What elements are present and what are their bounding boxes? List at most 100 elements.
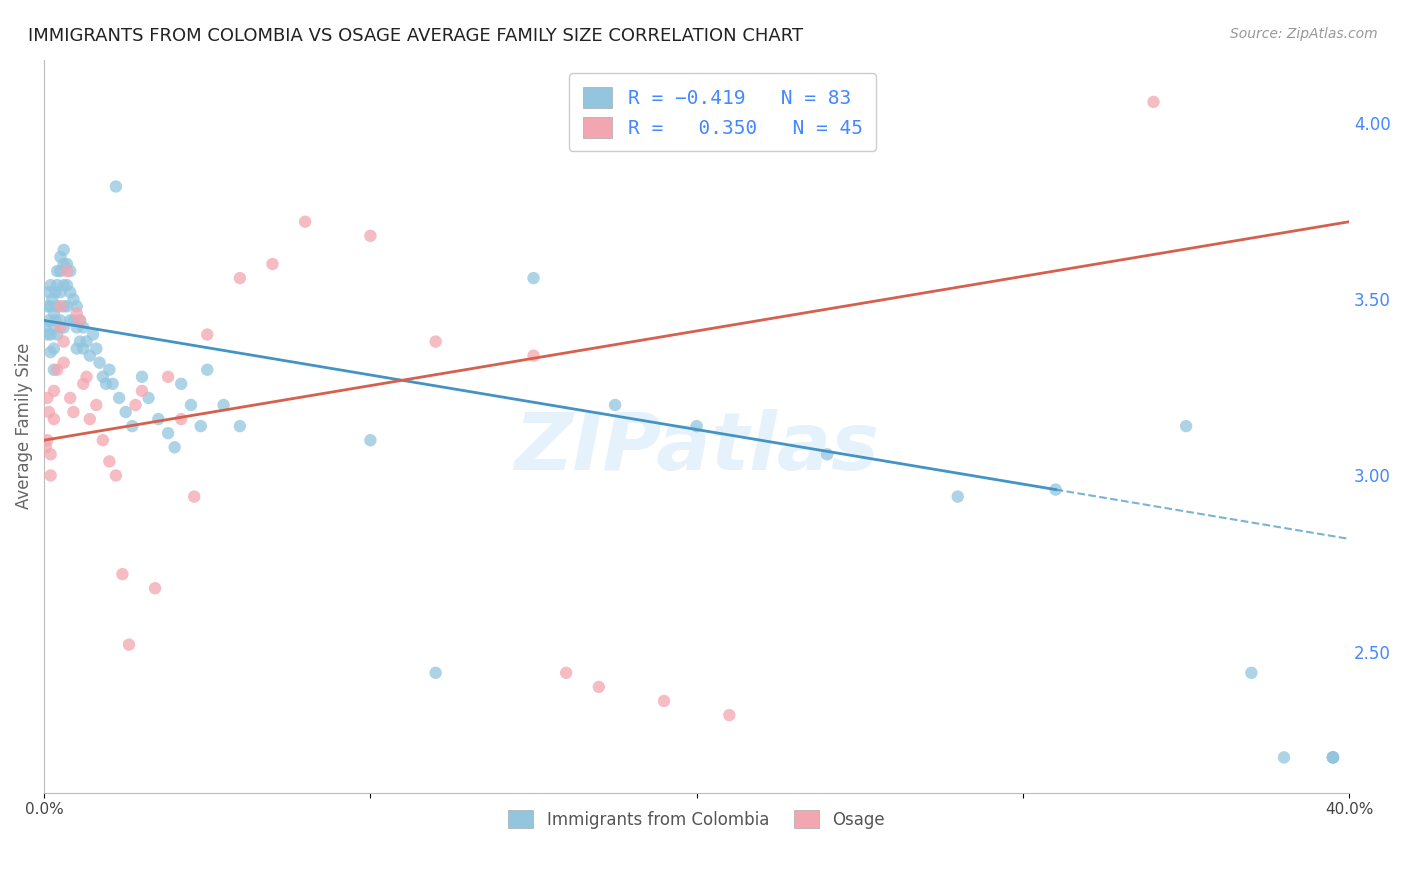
Point — [1175, 419, 1198, 434]
Point — [104, 179, 127, 194]
Point — [52, 320, 75, 334]
Point — [37, 327, 59, 342]
Point — [44, 285, 66, 300]
Point — [121, 419, 143, 434]
Point — [1322, 750, 1344, 764]
Point — [114, 405, 136, 419]
Point — [522, 349, 544, 363]
Point — [262, 257, 284, 271]
Point — [72, 376, 94, 391]
Text: IMMIGRANTS FROM COLOMBIA VS OSAGE AVERAGE FAMILY SIZE CORRELATION CHART: IMMIGRANTS FROM COLOMBIA VS OSAGE AVERAG… — [28, 27, 803, 45]
Point — [69, 313, 91, 327]
Point — [52, 278, 75, 293]
Point — [180, 398, 202, 412]
Point — [72, 342, 94, 356]
Point — [41, 292, 63, 306]
Point — [86, 342, 108, 356]
Point — [118, 638, 141, 652]
Point — [1142, 95, 1164, 109]
Point — [294, 215, 316, 229]
Point — [37, 391, 59, 405]
Point — [79, 412, 101, 426]
Point — [195, 327, 218, 342]
Point — [79, 349, 101, 363]
Point — [66, 320, 89, 334]
Point — [35, 440, 58, 454]
Point — [46, 363, 69, 377]
Point — [52, 299, 75, 313]
Point — [59, 313, 82, 327]
Point — [148, 412, 170, 426]
Point — [1322, 750, 1344, 764]
Point — [183, 490, 205, 504]
Point — [46, 278, 69, 293]
Point — [86, 398, 108, 412]
Point — [46, 264, 69, 278]
Point — [359, 228, 381, 243]
Point — [52, 243, 75, 257]
Point — [652, 694, 675, 708]
Point — [39, 468, 62, 483]
Point — [37, 434, 59, 448]
Point — [52, 356, 75, 370]
Point — [42, 363, 65, 377]
Point — [56, 264, 79, 278]
Point — [42, 342, 65, 356]
Point — [1322, 750, 1344, 764]
Point — [603, 398, 626, 412]
Point — [42, 412, 65, 426]
Legend: Immigrants from Colombia, Osage: Immigrants from Colombia, Osage — [502, 804, 891, 836]
Point — [359, 434, 381, 448]
Point — [76, 334, 98, 349]
Point — [94, 376, 117, 391]
Point — [190, 419, 212, 434]
Point — [49, 250, 72, 264]
Point — [39, 327, 62, 342]
Point — [588, 680, 610, 694]
Point — [52, 257, 75, 271]
Point — [718, 708, 741, 723]
Point — [62, 313, 84, 327]
Point — [39, 447, 62, 461]
Point — [425, 334, 447, 349]
Point — [138, 391, 160, 405]
Point — [91, 369, 114, 384]
Point — [37, 299, 59, 313]
Point — [157, 369, 180, 384]
Point — [82, 327, 104, 342]
Point — [49, 285, 72, 300]
Point — [131, 384, 153, 398]
Point — [44, 313, 66, 327]
Point — [56, 278, 79, 293]
Point — [229, 271, 252, 285]
Point — [49, 313, 72, 327]
Point — [66, 342, 89, 356]
Point — [212, 398, 235, 412]
Point — [46, 299, 69, 313]
Point — [89, 356, 111, 370]
Point — [72, 320, 94, 334]
Point — [143, 581, 166, 595]
Point — [101, 376, 124, 391]
Point — [108, 391, 131, 405]
Point — [104, 468, 127, 483]
Point — [46, 327, 69, 342]
Point — [66, 306, 89, 320]
Point — [66, 299, 89, 313]
Point — [229, 419, 252, 434]
Point — [555, 665, 578, 680]
Point — [76, 369, 98, 384]
Point — [163, 440, 186, 454]
Point — [56, 257, 79, 271]
Point — [91, 434, 114, 448]
Point — [62, 292, 84, 306]
Point — [124, 398, 146, 412]
Point — [49, 320, 72, 334]
Point — [39, 299, 62, 313]
Point — [1272, 750, 1295, 764]
Text: Source: ZipAtlas.com: Source: ZipAtlas.com — [1230, 27, 1378, 41]
Point — [1240, 665, 1263, 680]
Point — [49, 299, 72, 313]
Point — [425, 665, 447, 680]
Point — [111, 567, 134, 582]
